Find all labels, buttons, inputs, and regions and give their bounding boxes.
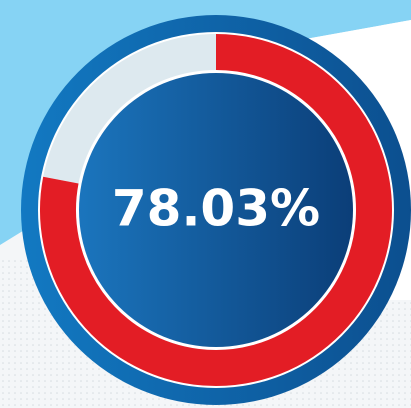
progress-arc — [40, 34, 392, 386]
ring — [40, 34, 392, 386]
track — [43, 34, 217, 184]
value-label: 78.03% — [112, 180, 320, 238]
inner-disc — [79, 73, 353, 347]
